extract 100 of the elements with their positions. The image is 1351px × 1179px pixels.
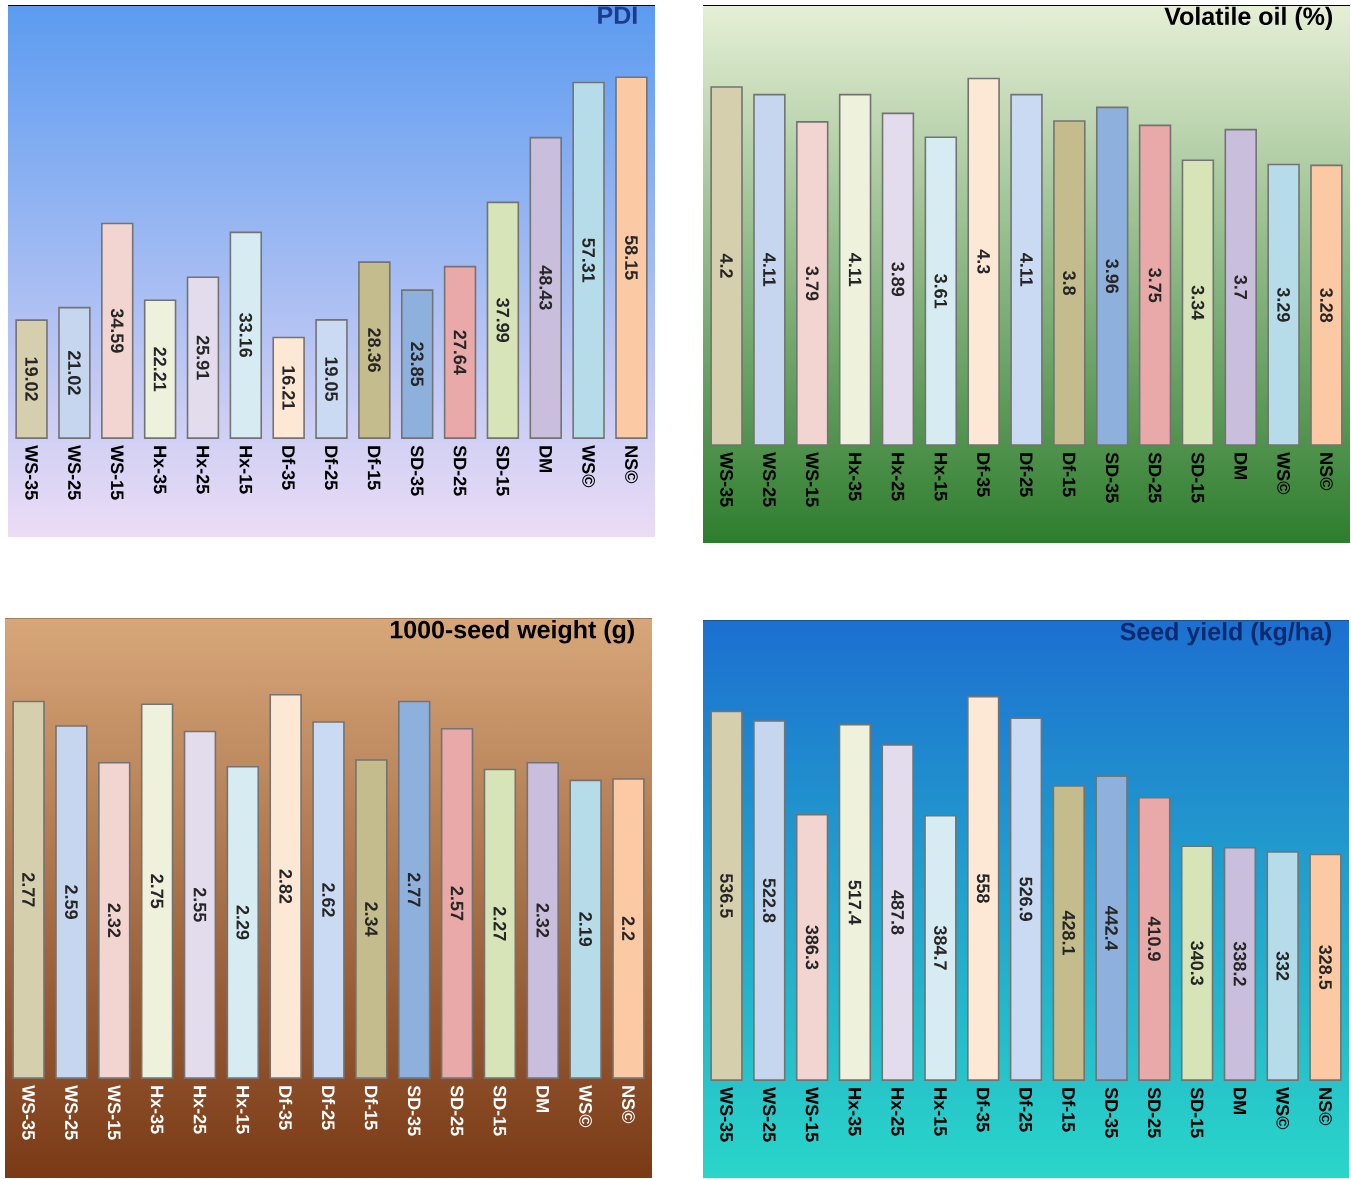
- x-tick-label: WS©: [582, 445, 595, 488]
- data-label: 4.11: [763, 253, 776, 287]
- data-label: 558: [976, 873, 990, 903]
- bar: [1310, 164, 1343, 446]
- bar: [710, 710, 743, 1081]
- bar: [967, 695, 1000, 1081]
- bar: [1180, 845, 1214, 1081]
- x-tick-label: DM: [1234, 453, 1247, 479]
- x-tick-label: WS-35: [22, 1085, 35, 1140]
- bar: [312, 721, 345, 1079]
- data-label: 3.79: [805, 266, 819, 301]
- x-tick-label: WS-35: [720, 1087, 733, 1142]
- bar: [838, 723, 872, 1081]
- data-label: 2.77: [407, 872, 421, 907]
- x-tick-label: Df-35: [976, 1088, 990, 1132]
- data-label: 4.11: [848, 253, 862, 287]
- data-label: 3.89: [891, 262, 905, 297]
- x-tick-label: SD-25: [450, 1085, 464, 1136]
- x-tick-label: Df-15: [1062, 453, 1076, 497]
- bar: [226, 765, 260, 1079]
- x-tick-label: WS©: [579, 1085, 592, 1128]
- bar: [55, 725, 88, 1079]
- x-tick-label: SD-35: [407, 1085, 421, 1136]
- data-label: 2.59: [65, 885, 78, 919]
- x-tick-label: Hx-15: [236, 1086, 250, 1134]
- data-label: 3.7: [1234, 275, 1248, 300]
- data-label: 522.8: [762, 878, 776, 923]
- bar: [796, 121, 829, 446]
- data-label: 517.4: [848, 880, 862, 925]
- x-tick-label: Df-15: [364, 1086, 378, 1130]
- x-tick-label: Hx-35: [153, 446, 167, 494]
- bar: [400, 289, 434, 439]
- bar: [1095, 775, 1128, 1081]
- data-label: 48.43: [539, 265, 553, 310]
- data-label: 442.4: [1105, 905, 1118, 951]
- bar: [710, 86, 743, 446]
- data-label: 37.99: [496, 298, 510, 343]
- x-tick-label: SD-15: [1190, 1087, 1204, 1138]
- x-tick-label: Hx-35: [848, 1088, 862, 1136]
- x-tick-label: WS-35: [25, 445, 38, 500]
- x-tick-label: Df-35: [977, 453, 991, 497]
- data-label: 21.02: [68, 350, 81, 395]
- data-label: 3.28: [1320, 288, 1333, 323]
- bar: [186, 276, 220, 439]
- bar: [526, 761, 559, 1079]
- x-tick-label: SD-35: [1105, 1087, 1118, 1138]
- data-label: 2.32: [536, 903, 550, 938]
- bar: [1224, 128, 1257, 446]
- bar: [881, 744, 914, 1081]
- bar: [924, 814, 957, 1081]
- x-tick-label: DM: [539, 446, 552, 472]
- bar: [753, 93, 786, 446]
- x-tick-label: WS©: [1276, 1087, 1290, 1130]
- data-label: 340.3: [1190, 941, 1204, 986]
- data-label: 2.34: [364, 902, 378, 937]
- data-label: 410.9: [1147, 916, 1161, 961]
- bar: [483, 768, 517, 1079]
- data-label: 2.55: [193, 887, 207, 922]
- x-tick-label: WS-25: [68, 445, 81, 500]
- bar: [358, 261, 391, 439]
- x-tick-label: Hx-35: [848, 453, 862, 501]
- bar: [1138, 796, 1171, 1081]
- bar: [140, 703, 174, 1079]
- data-label: 34.59: [110, 308, 124, 353]
- chart-title: Volatile oil (%): [1164, 6, 1332, 30]
- chart-title: PDI: [598, 6, 637, 24]
- chart-title: 1000-seed weight (g): [390, 620, 634, 644]
- x-tick-label: Df-35: [282, 446, 296, 490]
- x-tick-label: WS-25: [762, 1087, 776, 1142]
- bar: [838, 93, 872, 446]
- x-tick-label: NS©: [1319, 1088, 1332, 1126]
- data-label: 33.16: [239, 313, 253, 358]
- bar: [98, 761, 131, 1079]
- x-tick-label: Df-15: [1062, 1088, 1076, 1132]
- data-label: 332: [1276, 951, 1290, 981]
- x-tick-label: Df-25: [321, 1086, 336, 1130]
- bar: [355, 759, 388, 1079]
- x-tick-label: Df-25: [1019, 453, 1034, 497]
- bar: [569, 779, 602, 1079]
- x-tick-label: SD-35: [1105, 452, 1119, 503]
- bar: [183, 730, 217, 1079]
- bar: [1095, 106, 1129, 446]
- x-tick-label: WS-15: [107, 1085, 121, 1140]
- x-tick-label: SD-15: [493, 1085, 507, 1136]
- data-label: 384.7: [934, 925, 947, 970]
- x-tick-label: SD-15: [1191, 452, 1205, 503]
- x-tick-label: DM: [536, 1086, 549, 1112]
- bar: [397, 700, 431, 1079]
- data-label: 536.5: [720, 873, 733, 918]
- x-tick-label: Hx-15: [934, 1088, 947, 1136]
- data-label: 19.05: [325, 357, 338, 401]
- x-tick-label: Df-15: [367, 446, 381, 490]
- data-label: 2.82: [279, 869, 293, 904]
- x-tick-label: Hx-25: [891, 1088, 905, 1136]
- data-label: 2.32: [107, 903, 121, 938]
- bar: [1223, 846, 1257, 1081]
- x-tick-label: Df-25: [324, 446, 339, 490]
- bar: [881, 112, 915, 446]
- data-label: 3.29: [1277, 287, 1290, 322]
- bar: [1010, 93, 1043, 446]
